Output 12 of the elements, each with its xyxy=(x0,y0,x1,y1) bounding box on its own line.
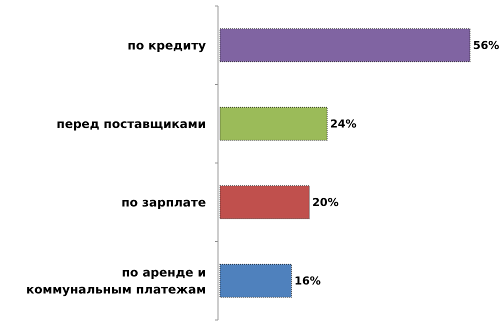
bar xyxy=(220,28,470,62)
bar xyxy=(220,264,292,298)
data-label: 16% xyxy=(294,274,321,288)
data-label: 56% xyxy=(473,39,500,52)
bar xyxy=(220,106,328,141)
data-label: 24% xyxy=(330,118,356,131)
y-tick-label: по кредиту xyxy=(128,38,206,52)
y-tick-label: по зарплате xyxy=(121,195,206,210)
y-tick-label: перед поставщиками xyxy=(56,116,206,131)
y-tick-label: по аренде и коммунальным платежам xyxy=(26,265,206,296)
bar xyxy=(220,185,310,220)
data-label: 20% xyxy=(312,196,339,210)
